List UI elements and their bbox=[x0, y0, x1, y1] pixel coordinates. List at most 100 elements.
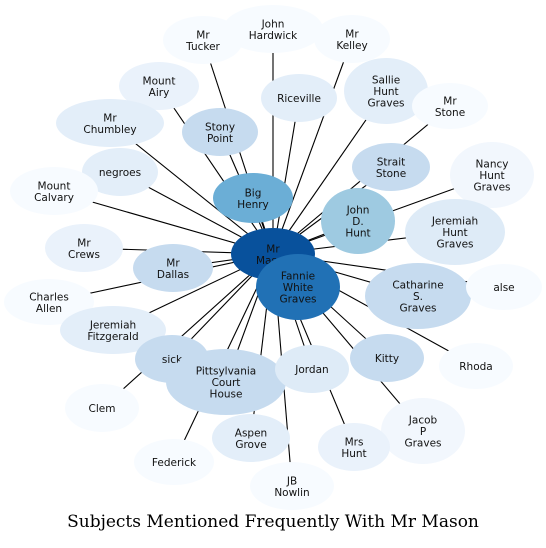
node-label: Mr Stone bbox=[435, 95, 465, 119]
node-mr-stone: Mr Stone bbox=[412, 83, 488, 129]
node-label: Rhoda bbox=[459, 361, 492, 373]
node-label: Nancy Hunt Graves bbox=[473, 159, 510, 194]
node-bubble bbox=[405, 199, 505, 265]
node-label: John Hardwick bbox=[249, 18, 298, 42]
node-bubble bbox=[4, 279, 94, 325]
node-catharine-s-graves: Catharine S. Graves bbox=[365, 263, 471, 329]
node-bubble bbox=[56, 99, 164, 147]
node-label: Catharine S. Graves bbox=[392, 280, 443, 315]
node-rhoda: Rhoda bbox=[439, 343, 513, 389]
node-bubble bbox=[119, 62, 199, 110]
node-label: Jordan bbox=[294, 364, 328, 376]
node-aspen-grove: Aspen Grove bbox=[212, 414, 290, 462]
edge-clem bbox=[101, 253, 274, 409]
node-label: Jeremiah Hunt Graves bbox=[431, 216, 478, 251]
node-bubble bbox=[45, 224, 123, 272]
edge-riceville bbox=[272, 97, 300, 255]
node-bubble bbox=[352, 143, 430, 191]
node-bubble bbox=[166, 349, 286, 415]
node-label: Mrs Hunt bbox=[341, 436, 366, 460]
graph-title: Subjects Mentioned Frequently With Mr Ma… bbox=[67, 512, 479, 532]
node-bubble bbox=[365, 263, 471, 329]
node-label: Jeremiah Fitzgerald bbox=[87, 319, 138, 343]
node-bubble bbox=[321, 188, 395, 254]
node-label: Pittsylvania Court House bbox=[196, 366, 257, 401]
node-jb-nowlin: JB Nowlin bbox=[250, 462, 334, 510]
node-label: Riceville bbox=[277, 93, 321, 105]
node-label: Aspen Grove bbox=[235, 427, 267, 451]
node-bubble bbox=[275, 345, 349, 393]
node-jeremiah-fitzgerald: Jeremiah Fitzgerald bbox=[60, 306, 166, 354]
node-bubble bbox=[381, 398, 465, 464]
node-negroes: negroes bbox=[82, 148, 158, 196]
node-bubble bbox=[466, 264, 542, 310]
node-bubble bbox=[318, 423, 390, 471]
node-label: Stony Point bbox=[205, 121, 235, 145]
node-bubble bbox=[65, 384, 139, 432]
node-label: JB Nowlin bbox=[274, 475, 309, 499]
node-label: Sallie Hunt Graves bbox=[367, 75, 404, 110]
node-label: Mr Chumbley bbox=[83, 112, 136, 136]
node-bubble bbox=[344, 58, 428, 124]
node-bubble bbox=[439, 343, 513, 389]
node-bubble bbox=[213, 173, 293, 223]
node-bubble bbox=[250, 462, 334, 510]
node-bubble bbox=[212, 414, 290, 462]
node-clem: Clem bbox=[65, 384, 139, 432]
node-mr-kelley: Mr Kelley bbox=[314, 15, 390, 63]
node-label: Mr Crews bbox=[68, 237, 100, 261]
node-bubble bbox=[82, 148, 158, 196]
edge-mr-chumbley bbox=[109, 122, 274, 255]
node-bubble bbox=[256, 254, 340, 320]
node-label: Mr Tucker bbox=[185, 29, 220, 53]
node-bubble bbox=[450, 142, 534, 208]
edge-mount-airy bbox=[158, 85, 274, 255]
node-bubble bbox=[133, 244, 213, 292]
node-bubble bbox=[10, 167, 98, 215]
node-alse: alse bbox=[466, 264, 542, 310]
node-jacob-p-graves: Jacob P Graves bbox=[381, 398, 465, 464]
node-label: Mount Airy bbox=[143, 75, 176, 99]
node-label: alse bbox=[493, 282, 514, 294]
node-bubble bbox=[134, 439, 214, 485]
edge-mr-kelley bbox=[272, 38, 353, 255]
node-jordan: Jordan bbox=[275, 345, 349, 393]
node-pittsylvania-court-house: Pittsylvania Court House bbox=[166, 349, 286, 415]
node-bubble bbox=[350, 334, 424, 382]
node-sallie-hunt-graves: Sallie Hunt Graves bbox=[344, 58, 428, 124]
node-label: Fannie White Graves bbox=[279, 271, 316, 306]
node-stony-point: Stony Point bbox=[182, 108, 258, 156]
node-nancy-hunt-graves: Nancy Hunt Graves bbox=[450, 142, 534, 208]
node-federick: Federick bbox=[134, 439, 214, 485]
node-label: Kitty bbox=[375, 353, 399, 365]
node-label: Big Henry bbox=[237, 187, 269, 211]
node-label: Strait Stone bbox=[376, 156, 406, 180]
node-bubble bbox=[314, 15, 390, 63]
node-fannie-white-graves: Fannie White Graves bbox=[256, 254, 340, 320]
node-label: negroes bbox=[99, 167, 141, 179]
node-bubble bbox=[261, 74, 337, 122]
node-john-d-hunt: John D. Hunt bbox=[321, 188, 395, 254]
node-charles-allen: Charles Allen bbox=[4, 279, 94, 325]
node-strait-stone: Strait Stone bbox=[352, 143, 430, 191]
node-mount-calvary: Mount Calvary bbox=[10, 167, 98, 215]
node-bubble bbox=[182, 108, 258, 156]
node-label: Mr Dallas bbox=[157, 257, 189, 281]
node-mr-crews: Mr Crews bbox=[45, 224, 123, 272]
node-jeremiah-hunt-graves: Jeremiah Hunt Graves bbox=[405, 199, 505, 265]
node-bubble bbox=[223, 5, 323, 53]
node-riceville: Riceville bbox=[261, 74, 337, 122]
node-mount-airy: Mount Airy bbox=[119, 62, 199, 110]
node-label: Mr Kelley bbox=[336, 28, 367, 52]
node-bubble bbox=[412, 83, 488, 129]
node-label: Jacob P Graves bbox=[404, 415, 441, 450]
node-label: Clem bbox=[89, 403, 116, 415]
node-label: Charles Allen bbox=[29, 291, 69, 315]
node-label: John D. Hunt bbox=[345, 205, 370, 240]
node-kitty: Kitty bbox=[350, 334, 424, 382]
node-bubble bbox=[163, 16, 243, 64]
node-mrs-hunt: Mrs Hunt bbox=[318, 423, 390, 471]
node-bubble bbox=[60, 306, 166, 354]
node-john-hardwick: John Hardwick bbox=[223, 5, 323, 53]
